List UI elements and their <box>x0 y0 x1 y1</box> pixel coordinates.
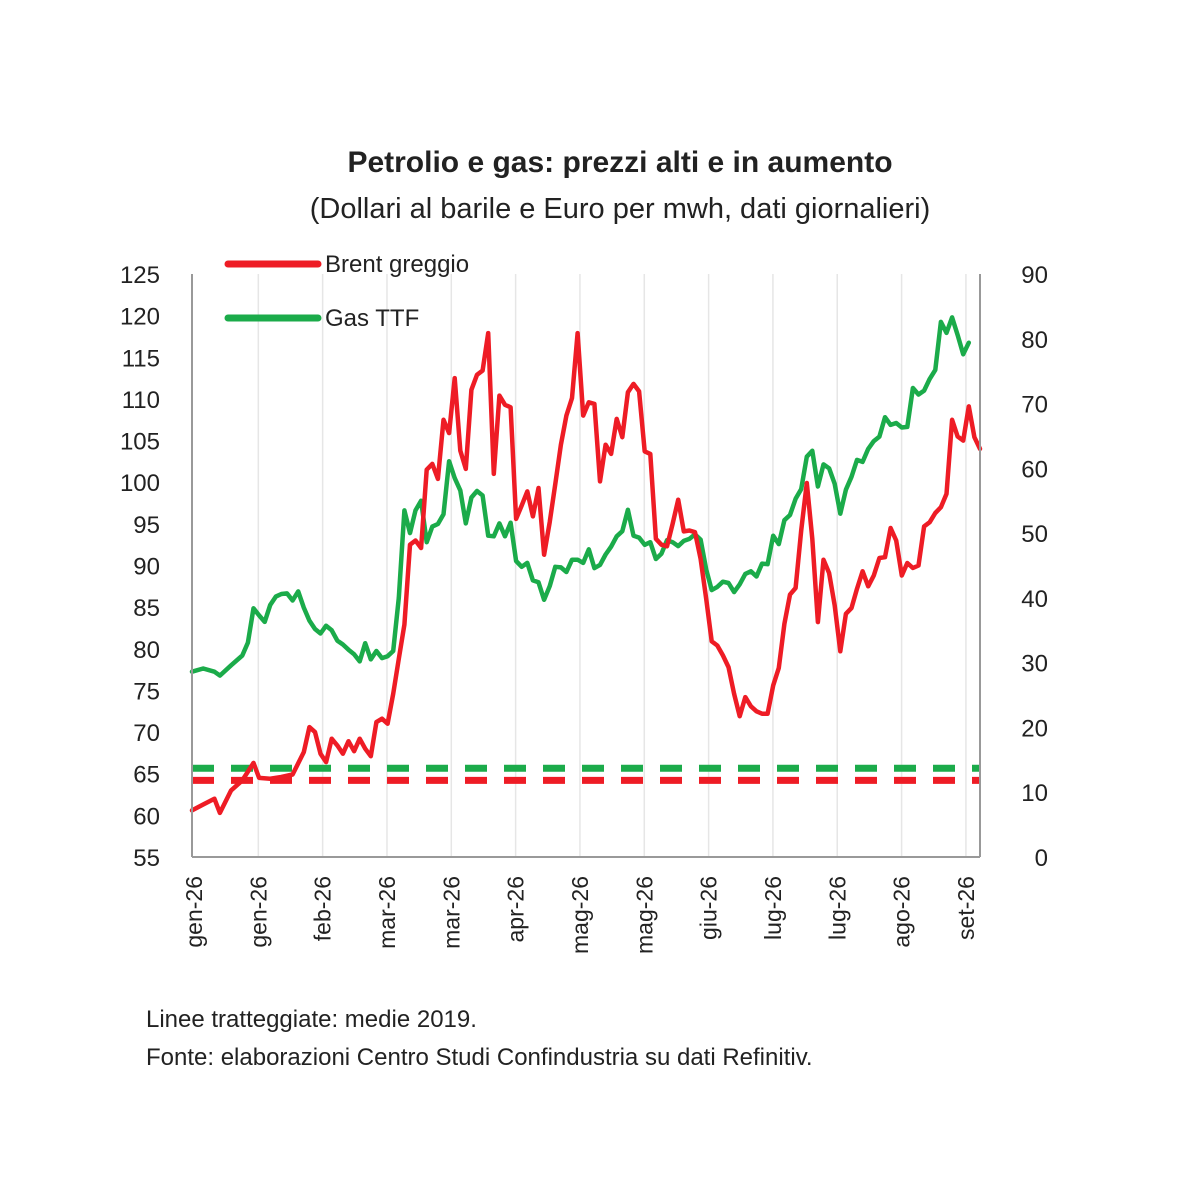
legend-label-brent-greggio: Brent greggio <box>325 251 469 278</box>
footnote-dashed-lines: Linee tratteggiate: medie 2019. <box>146 1006 477 1033</box>
x-tick-label: mag-26 <box>631 876 657 954</box>
left-tick-label: 110 <box>122 387 160 414</box>
x-tick-label: lug-26 <box>824 876 850 940</box>
series-line-gas-ttf <box>189 315 972 678</box>
x-tick-label: set-26 <box>953 876 979 940</box>
left-axis-ticks: 55 60 65 70 75 80 85 90 95 100 105 110 115 120 125 <box>120 262 160 872</box>
right-tick-label: 0 <box>1035 845 1048 872</box>
left-tick-label: 100 <box>120 470 160 497</box>
right-tick-label: 80 <box>1021 327 1048 354</box>
x-tick-label: mar-26 <box>374 876 400 949</box>
right-tick-label: 20 <box>1021 715 1048 742</box>
left-tick-label: 125 <box>120 262 160 289</box>
x-tick-label: feb-26 <box>310 876 336 941</box>
x-tick-label: lug-26 <box>760 876 786 940</box>
x-tick-label: ago-26 <box>889 876 915 948</box>
x-tick-label: mar-26 <box>438 876 464 949</box>
right-tick-label: 60 <box>1021 456 1048 483</box>
left-tick-label: 105 <box>120 429 160 456</box>
left-tick-label: 85 <box>133 595 160 622</box>
left-tick-label: 80 <box>133 637 160 664</box>
left-tick-label: 120 <box>120 304 160 331</box>
left-tick-label: 115 <box>122 345 160 372</box>
legend-label-gas-ttf: Gas TTF <box>325 305 419 332</box>
x-axis-ticks: gen-26 gen-26 feb-26 mar-26 mar-26 apr-26 mag-… <box>181 876 979 954</box>
right-tick-label: 10 <box>1021 780 1048 807</box>
right-tick-label: 90 <box>1021 262 1048 289</box>
x-tick-label: gen-26 <box>245 876 271 948</box>
right-tick-label: 40 <box>1021 586 1048 613</box>
series-line-brent-greggio <box>189 330 983 816</box>
x-tick-label: apr-26 <box>503 876 529 942</box>
x-tick-label: mag-26 <box>567 876 593 954</box>
footnote-source: Fonte: elaborazioni Centro Studi Confind… <box>146 1044 813 1071</box>
x-tick-label: gen-26 <box>181 876 207 948</box>
left-tick-label: 70 <box>133 720 160 747</box>
right-tick-label: 30 <box>1021 651 1048 678</box>
left-tick-label: 90 <box>133 554 160 581</box>
right-axis-ticks: 0 10 20 30 40 50 60 70 80 90 <box>1021 262 1048 872</box>
left-tick-label: 55 <box>133 845 160 872</box>
series-lines <box>189 315 983 816</box>
x-tick-label: giu-26 <box>696 876 722 940</box>
reference-lines <box>192 764 980 784</box>
right-tick-label: 70 <box>1021 392 1048 419</box>
axes <box>191 274 981 858</box>
chart-subtitle: (Dollari al barile e Euro per mwh, dati … <box>310 193 931 225</box>
chart-title: Petrolio e gas: prezzi alti e in aumento <box>347 146 892 179</box>
legend: Brent greggio Gas TTF <box>224 251 469 332</box>
left-tick-label: 95 <box>133 512 160 539</box>
left-tick-label: 75 <box>133 678 160 705</box>
left-tick-label: 60 <box>133 803 160 830</box>
right-tick-label: 50 <box>1021 521 1048 548</box>
left-tick-label: 65 <box>133 762 160 789</box>
